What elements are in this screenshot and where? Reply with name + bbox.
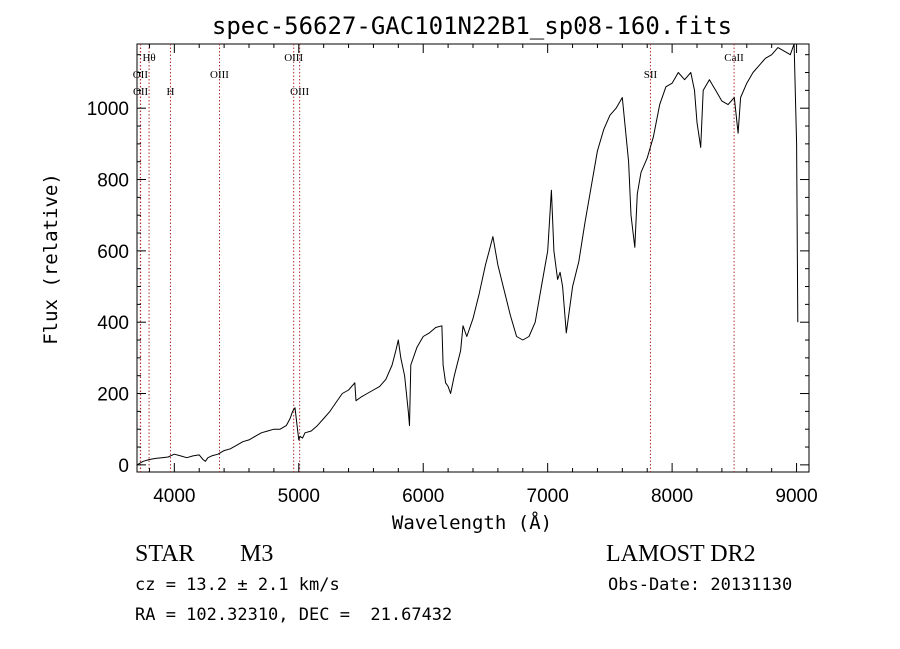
x-tick-label: 6000 xyxy=(402,486,444,507)
spectral-line-label: OIII xyxy=(210,69,229,81)
spectral-line-markers: Hθ OII OII H OIII OIII OIII SII CaII xyxy=(133,44,744,472)
plot-frame xyxy=(136,43,810,473)
redshift-label: cz = 13.2 ± 2.1 km/s xyxy=(135,575,340,595)
x-tick-label: 5000 xyxy=(278,486,320,507)
axis-ticks: 4000 5000 6000 7000 8000 9000 0 200 400 600 800 100… xyxy=(87,44,818,507)
spectral-line-label: OIII xyxy=(290,86,309,98)
object-class: STAR xyxy=(135,541,194,567)
y-tick-label: 800 xyxy=(97,171,129,192)
y-axis-label: Flux (relative) xyxy=(40,173,62,345)
y-tick-label: 400 xyxy=(97,313,129,334)
y-tick-label: 600 xyxy=(97,242,129,263)
x-tick-label: 7000 xyxy=(527,486,569,507)
spectral-line-label: OII xyxy=(133,86,149,98)
spectrum-line xyxy=(136,43,799,466)
y-tick-label: 1000 xyxy=(87,99,129,120)
chart-title: spec-56627-GAC101N22B1_sp08-160.fits xyxy=(212,12,732,40)
spectral-line-label: OIII xyxy=(284,52,303,64)
x-tick-label: 4000 xyxy=(153,486,195,507)
spectral-line-label: OII xyxy=(133,69,149,81)
y-tick-label: 0 xyxy=(118,456,129,477)
x-axis-label: Wavelength (Å) xyxy=(392,511,552,534)
spectral-line-label: SII xyxy=(644,69,658,81)
spectral-line-label: Hθ xyxy=(142,52,155,64)
x-tick-label: 9000 xyxy=(775,486,817,507)
object-subclass: M3 xyxy=(240,541,273,567)
spectral-line-label: CaII xyxy=(724,52,744,64)
y-tick-label: 200 xyxy=(97,385,129,406)
spectral-line-label: H xyxy=(166,86,174,98)
survey-label: LAMOST DR2 xyxy=(606,541,756,567)
x-tick-label: 8000 xyxy=(651,486,693,507)
series-layer xyxy=(136,43,799,466)
obs-date-label: Obs-Date: 20131130 xyxy=(608,575,792,595)
coordinates-label: RA = 102.32310, DEC = 21.67432 xyxy=(135,605,452,625)
